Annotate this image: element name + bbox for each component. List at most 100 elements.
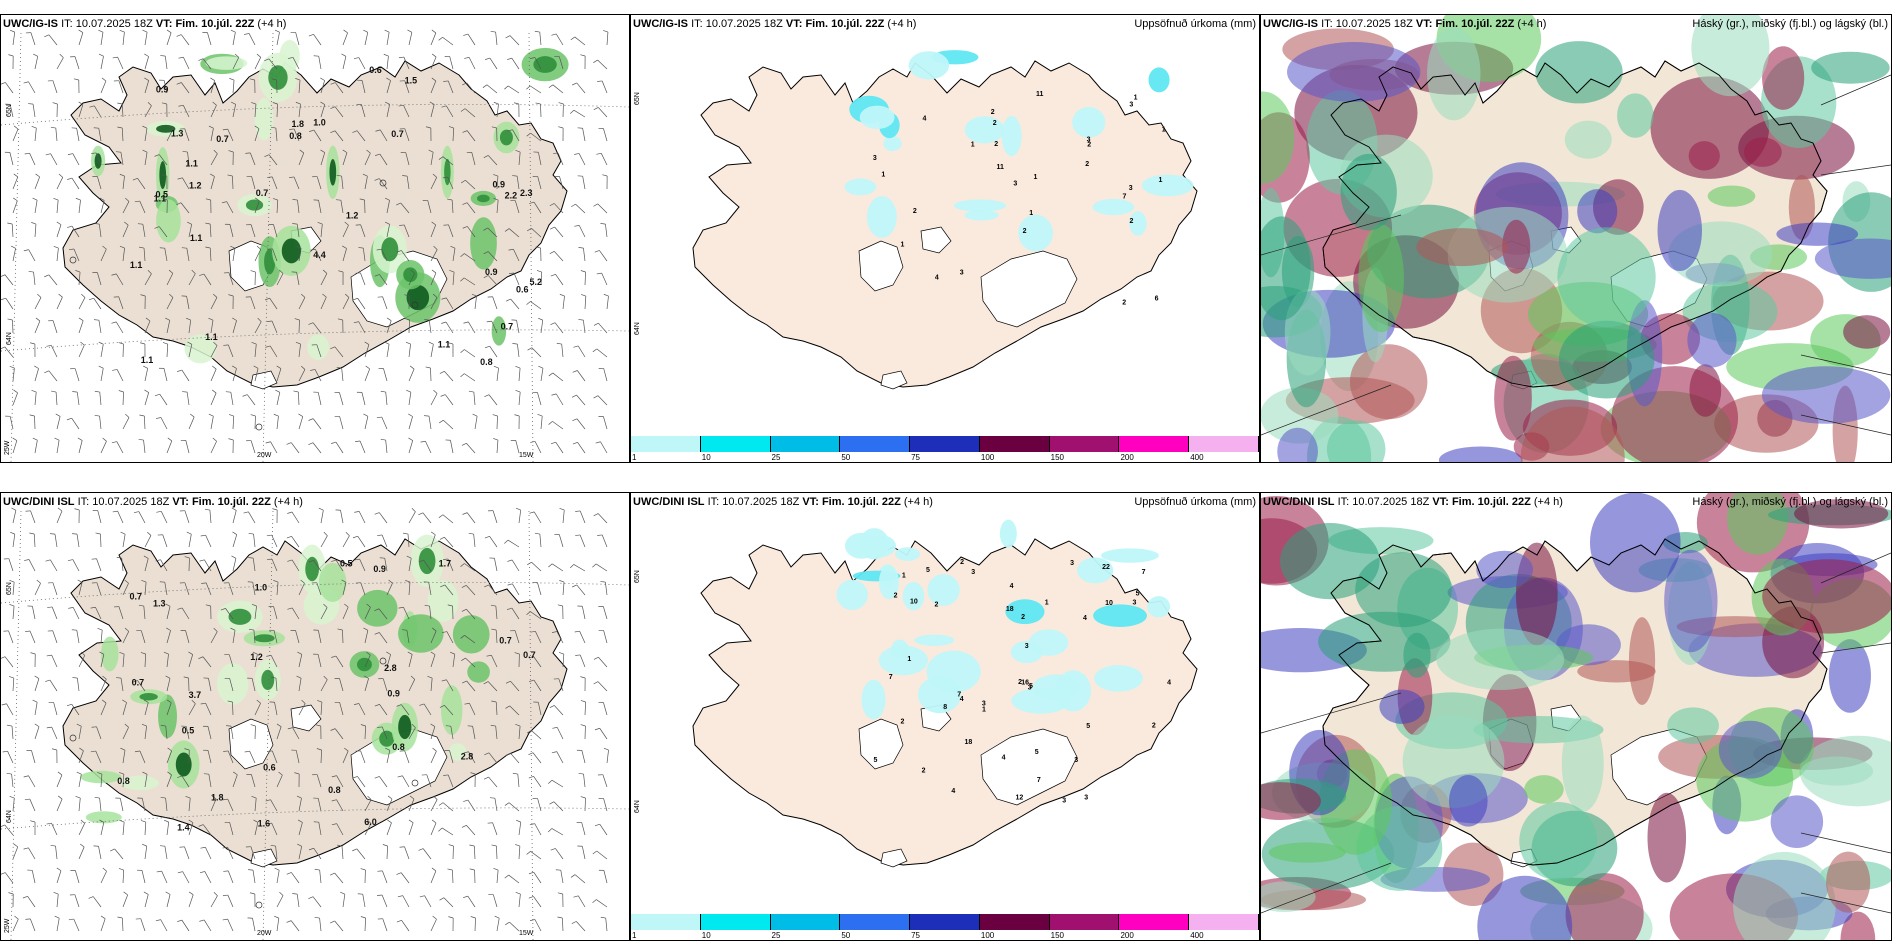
wind-barb [597, 534, 608, 548]
barb-flag [272, 508, 278, 511]
barb-flag [570, 874, 576, 878]
wind-barb [570, 109, 586, 118]
barb-flag [534, 30, 540, 33]
barb-flag [111, 441, 117, 444]
barb-flag [288, 57, 294, 59]
barb-shaft [298, 80, 301, 94]
barb-shaft [408, 679, 416, 692]
barb-shaft [427, 200, 432, 214]
barb-flag [572, 584, 577, 588]
barb-shaft [474, 296, 477, 310]
wind-barb [470, 916, 476, 932]
barb-flag [251, 795, 257, 799]
barb-shaft [254, 368, 259, 382]
barb-flag [596, 272, 602, 275]
barb-flag [490, 724, 496, 727]
wind-barb [66, 703, 80, 716]
barb-shaft [510, 298, 520, 310]
barb-shaft [56, 798, 63, 812]
wind-barb [288, 57, 300, 70]
barb-flag [166, 627, 171, 631]
barb-flag [88, 297, 94, 301]
barb-shaft [56, 774, 63, 788]
barb-shaft [52, 630, 58, 644]
barb-flag [94, 223, 100, 225]
precip-amount-label: 8 [943, 704, 947, 711]
barb-shaft [467, 321, 476, 334]
barb-shaft [358, 321, 366, 334]
precip-core [329, 158, 337, 186]
wind-barb [232, 365, 237, 382]
latitude-label: 65N [6, 582, 13, 595]
barb-flag [322, 269, 328, 274]
precip-value-label: 1.1 [185, 159, 198, 169]
wind-barb [354, 511, 366, 524]
barb-shaft [386, 344, 390, 358]
barb-shaft [540, 272, 543, 286]
wind-barb [290, 630, 300, 644]
wind-barb [424, 319, 432, 334]
barb-shaft [560, 870, 564, 884]
barb-flag [331, 775, 337, 778]
latitude-label: 65N [6, 104, 13, 117]
barb-flag [571, 394, 577, 398]
wind-barb [165, 603, 171, 620]
barb-flag [340, 891, 346, 895]
wind-barb [177, 919, 190, 932]
barb-flag [580, 294, 586, 297]
precip-amount-label: 3 [1013, 180, 1017, 187]
barb-flag [102, 245, 107, 250]
barb-shaft [50, 559, 58, 572]
wind-barb [334, 392, 344, 406]
barb-shaft [122, 894, 128, 908]
wind-barb [274, 915, 280, 932]
wind-barb [91, 726, 102, 740]
barb-shaft [182, 871, 190, 884]
barb-shaft [161, 870, 168, 884]
barb-flag [208, 317, 214, 321]
barb-flag [78, 29, 84, 33]
precip-core [268, 65, 288, 90]
barb-shaft [430, 919, 437, 932]
barb-shaft [122, 822, 125, 836]
barb-flag [432, 747, 437, 752]
barb-flag [56, 867, 62, 871]
wind-barb [580, 700, 587, 716]
barb-flag [529, 57, 536, 59]
wind-barb [292, 223, 300, 238]
barb-flag [515, 389, 521, 393]
barb-flag [222, 846, 228, 849]
wind-barb [377, 918, 388, 932]
barb-flag [13, 173, 19, 178]
barb-flag [264, 297, 270, 301]
wind-barb [594, 250, 608, 262]
wind-barb [337, 628, 344, 644]
barb-shaft [298, 798, 302, 812]
wind-barb [593, 681, 608, 692]
wind-barb [210, 389, 217, 406]
barb-shaft [551, 779, 564, 788]
wind-barb [578, 247, 586, 262]
wind-barb [199, 559, 212, 572]
barb-shaft [227, 919, 234, 932]
barb-shaft [119, 798, 124, 812]
barb-shaft [30, 510, 36, 524]
barb-flag [222, 798, 228, 801]
wind-barb [100, 699, 107, 716]
wind-barb [56, 173, 64, 190]
wind-barb [558, 126, 564, 142]
barb-flag [144, 77, 149, 81]
wind-barb [430, 293, 438, 310]
barb-shaft [78, 846, 85, 860]
barb-shaft [232, 534, 238, 548]
barb-shaft [385, 440, 388, 454]
barb-shaft [12, 248, 16, 262]
wind-barb [161, 174, 168, 190]
barb-flag [223, 870, 229, 872]
barb-shaft [386, 583, 393, 596]
wind-barb [492, 414, 498, 430]
wind-barb [137, 223, 146, 238]
barb-flag [549, 705, 555, 709]
model-name: UWC/DINI ISL [633, 496, 705, 508]
barb-shaft [116, 369, 124, 382]
